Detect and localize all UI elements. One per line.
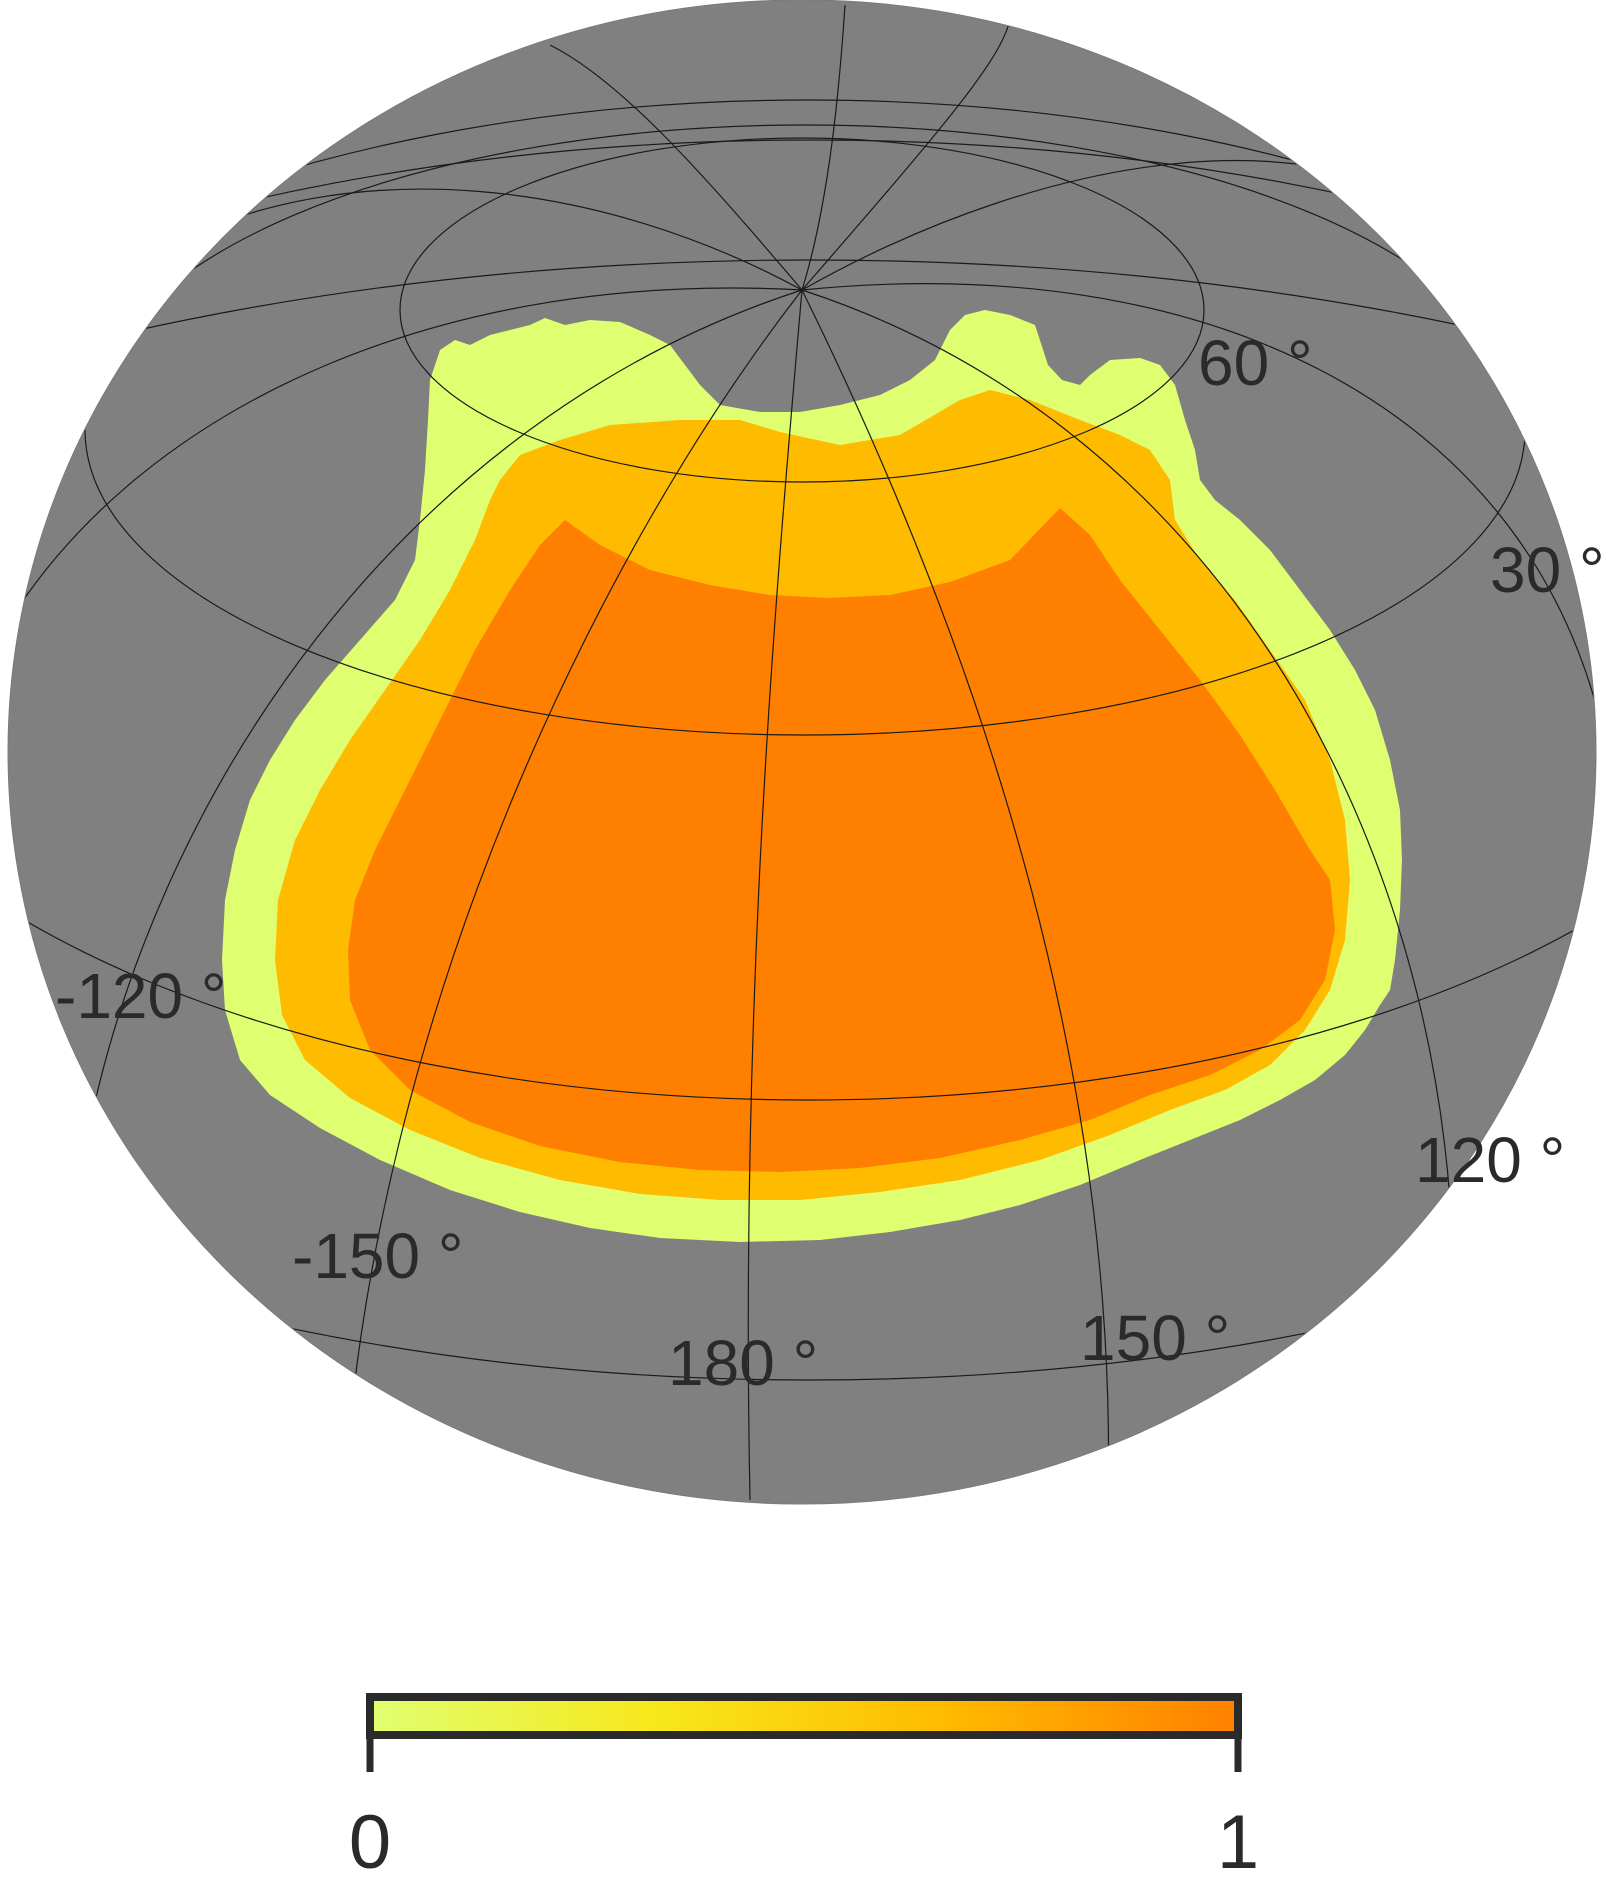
graticule-label-lon-180: 180 ° (668, 1327, 818, 1399)
meridian-180 (747, 289, 803, 1501)
globe-outline (7, 0, 1597, 1505)
graticule-label-lon-120: 120 ° (1415, 1124, 1565, 1196)
graticule-label-lon-neg150: -150 ° (292, 1220, 463, 1292)
graticule-grid (8, 4, 1596, 1504)
coverage-region-inner (348, 508, 1335, 1172)
graticule-label-lon-150: 150 ° (1080, 1302, 1230, 1374)
graticule-label-lat-60: 60 ° (1198, 327, 1313, 399)
latitude-circle-75 (399, 137, 1205, 483)
colorbar-gradient (366, 1693, 1242, 1739)
meridian-120 (801, 289, 1451, 1201)
meridian-90 (801, 283, 1596, 721)
meridian-30 (801, 19, 1011, 291)
colorbar-min-label: 0 (349, 1800, 391, 1884)
meridian-neg30 (549, 44, 803, 291)
colorbar-max-label: 1 (1217, 1800, 1259, 1884)
graticule-label-lon-neg120: -120 ° (55, 960, 226, 1032)
graticule-label-lat-30: 30 ° (1490, 534, 1605, 606)
meridian-neg90 (9, 287, 803, 621)
latitude-circle-30 (8, 139, 1596, 1381)
graticule-labels: 60 ° 30 ° -120 ° -150 ° 180 ° 150 ° 120 … (55, 327, 1605, 1399)
meridian-150 (801, 289, 1110, 1501)
meridian-0 (801, 4, 846, 291)
colorbar: 0 1 (349, 1693, 1259, 1884)
latitude-circle-45 (8, 99, 1596, 1101)
meridian-neg150 (344, 289, 803, 1481)
meridian-neg120 (84, 289, 803, 1151)
